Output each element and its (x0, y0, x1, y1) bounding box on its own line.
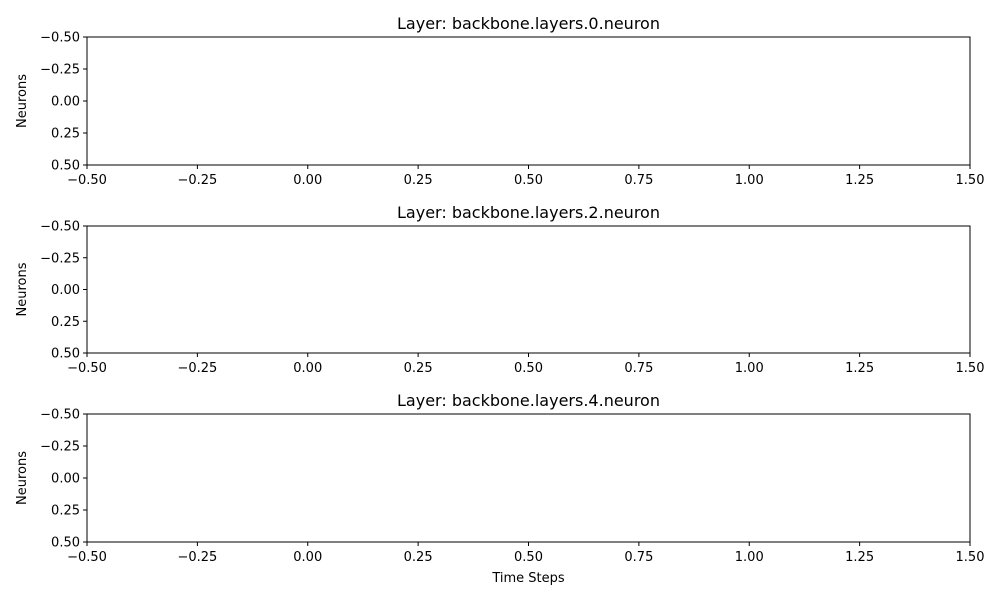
y-tick-label: −0.25 (40, 63, 80, 78)
y-axis-label: Neurons (15, 262, 30, 316)
x-tick-label: 1.00 (735, 550, 764, 565)
x-tick-label: 1.50 (956, 550, 985, 565)
x-tick-label: 0.25 (404, 173, 433, 188)
subplot-title: Layer: backbone.layers.0.neuron (397, 14, 660, 33)
y-tick-label: 0.25 (51, 504, 80, 519)
x-tick-label: 0.00 (293, 550, 322, 565)
x-tick-label: 0.50 (514, 361, 543, 376)
x-tick-label: 0.00 (293, 361, 322, 376)
y-axis-label: Neurons (15, 451, 30, 505)
x-tick-label: −0.50 (67, 173, 107, 188)
y-tick-label: −0.50 (40, 220, 80, 235)
x-tick-label: 0.50 (514, 173, 543, 188)
x-tick-label: 1.25 (845, 173, 874, 188)
y-tick-label: −0.25 (40, 251, 80, 266)
x-tick-label: 0.25 (404, 550, 433, 565)
x-tick-label: 1.25 (845, 361, 874, 376)
x-tick-label: 1.50 (956, 361, 985, 376)
y-tick-label: 0.00 (51, 472, 80, 487)
x-tick-label: 1.50 (956, 173, 985, 188)
subplots: Layer: backbone.layers.0.neuron −0.50 −0.2… (15, 14, 984, 586)
y-tick-label: 0.50 (51, 159, 80, 174)
y-tick-label: −0.50 (40, 31, 80, 46)
y-tick-label: 0.25 (51, 315, 80, 330)
subplot-1: Layer: backbone.layers.2.neuron −0.50 −0.2… (15, 203, 984, 376)
x-tick-label: −0.25 (177, 173, 217, 188)
y-tick-label: 0.25 (51, 127, 80, 142)
subplot-title: Layer: backbone.layers.4.neuron (397, 391, 660, 410)
x-tick-label: −0.25 (177, 550, 217, 565)
y-tick-label: 0.00 (51, 283, 80, 298)
x-tick-label: 1.00 (735, 173, 764, 188)
subplot-2: Layer: backbone.layers.4.neuron −0.50 −0.2… (15, 391, 984, 586)
x-tick-label: 0.50 (514, 550, 543, 565)
y-axis-label: Neurons (15, 74, 30, 128)
y-tick-label: −0.50 (40, 408, 80, 423)
x-tick-label: −0.25 (177, 361, 217, 376)
subplot-0: Layer: backbone.layers.0.neuron −0.50 −0.2… (15, 14, 984, 188)
y-tick-label: −0.25 (40, 440, 80, 455)
x-axis-label: Time Steps (491, 571, 565, 586)
x-tick-label: 1.00 (735, 361, 764, 376)
y-tick-label: 0.50 (51, 536, 80, 551)
y-tick-label: 0.50 (51, 347, 80, 362)
x-tick-label: 1.25 (845, 550, 874, 565)
x-tick-label: 0.25 (404, 361, 433, 376)
subplot-title: Layer: backbone.layers.2.neuron (397, 203, 660, 222)
x-tick-label: 0.00 (293, 173, 322, 188)
x-tick-label: 0.75 (624, 550, 653, 565)
x-tick-label: −0.50 (67, 550, 107, 565)
y-tick-label: 0.00 (51, 95, 80, 110)
x-tick-label: 0.75 (624, 361, 653, 376)
x-tick-label: −0.50 (67, 361, 107, 376)
x-tick-label: 0.75 (624, 173, 653, 188)
